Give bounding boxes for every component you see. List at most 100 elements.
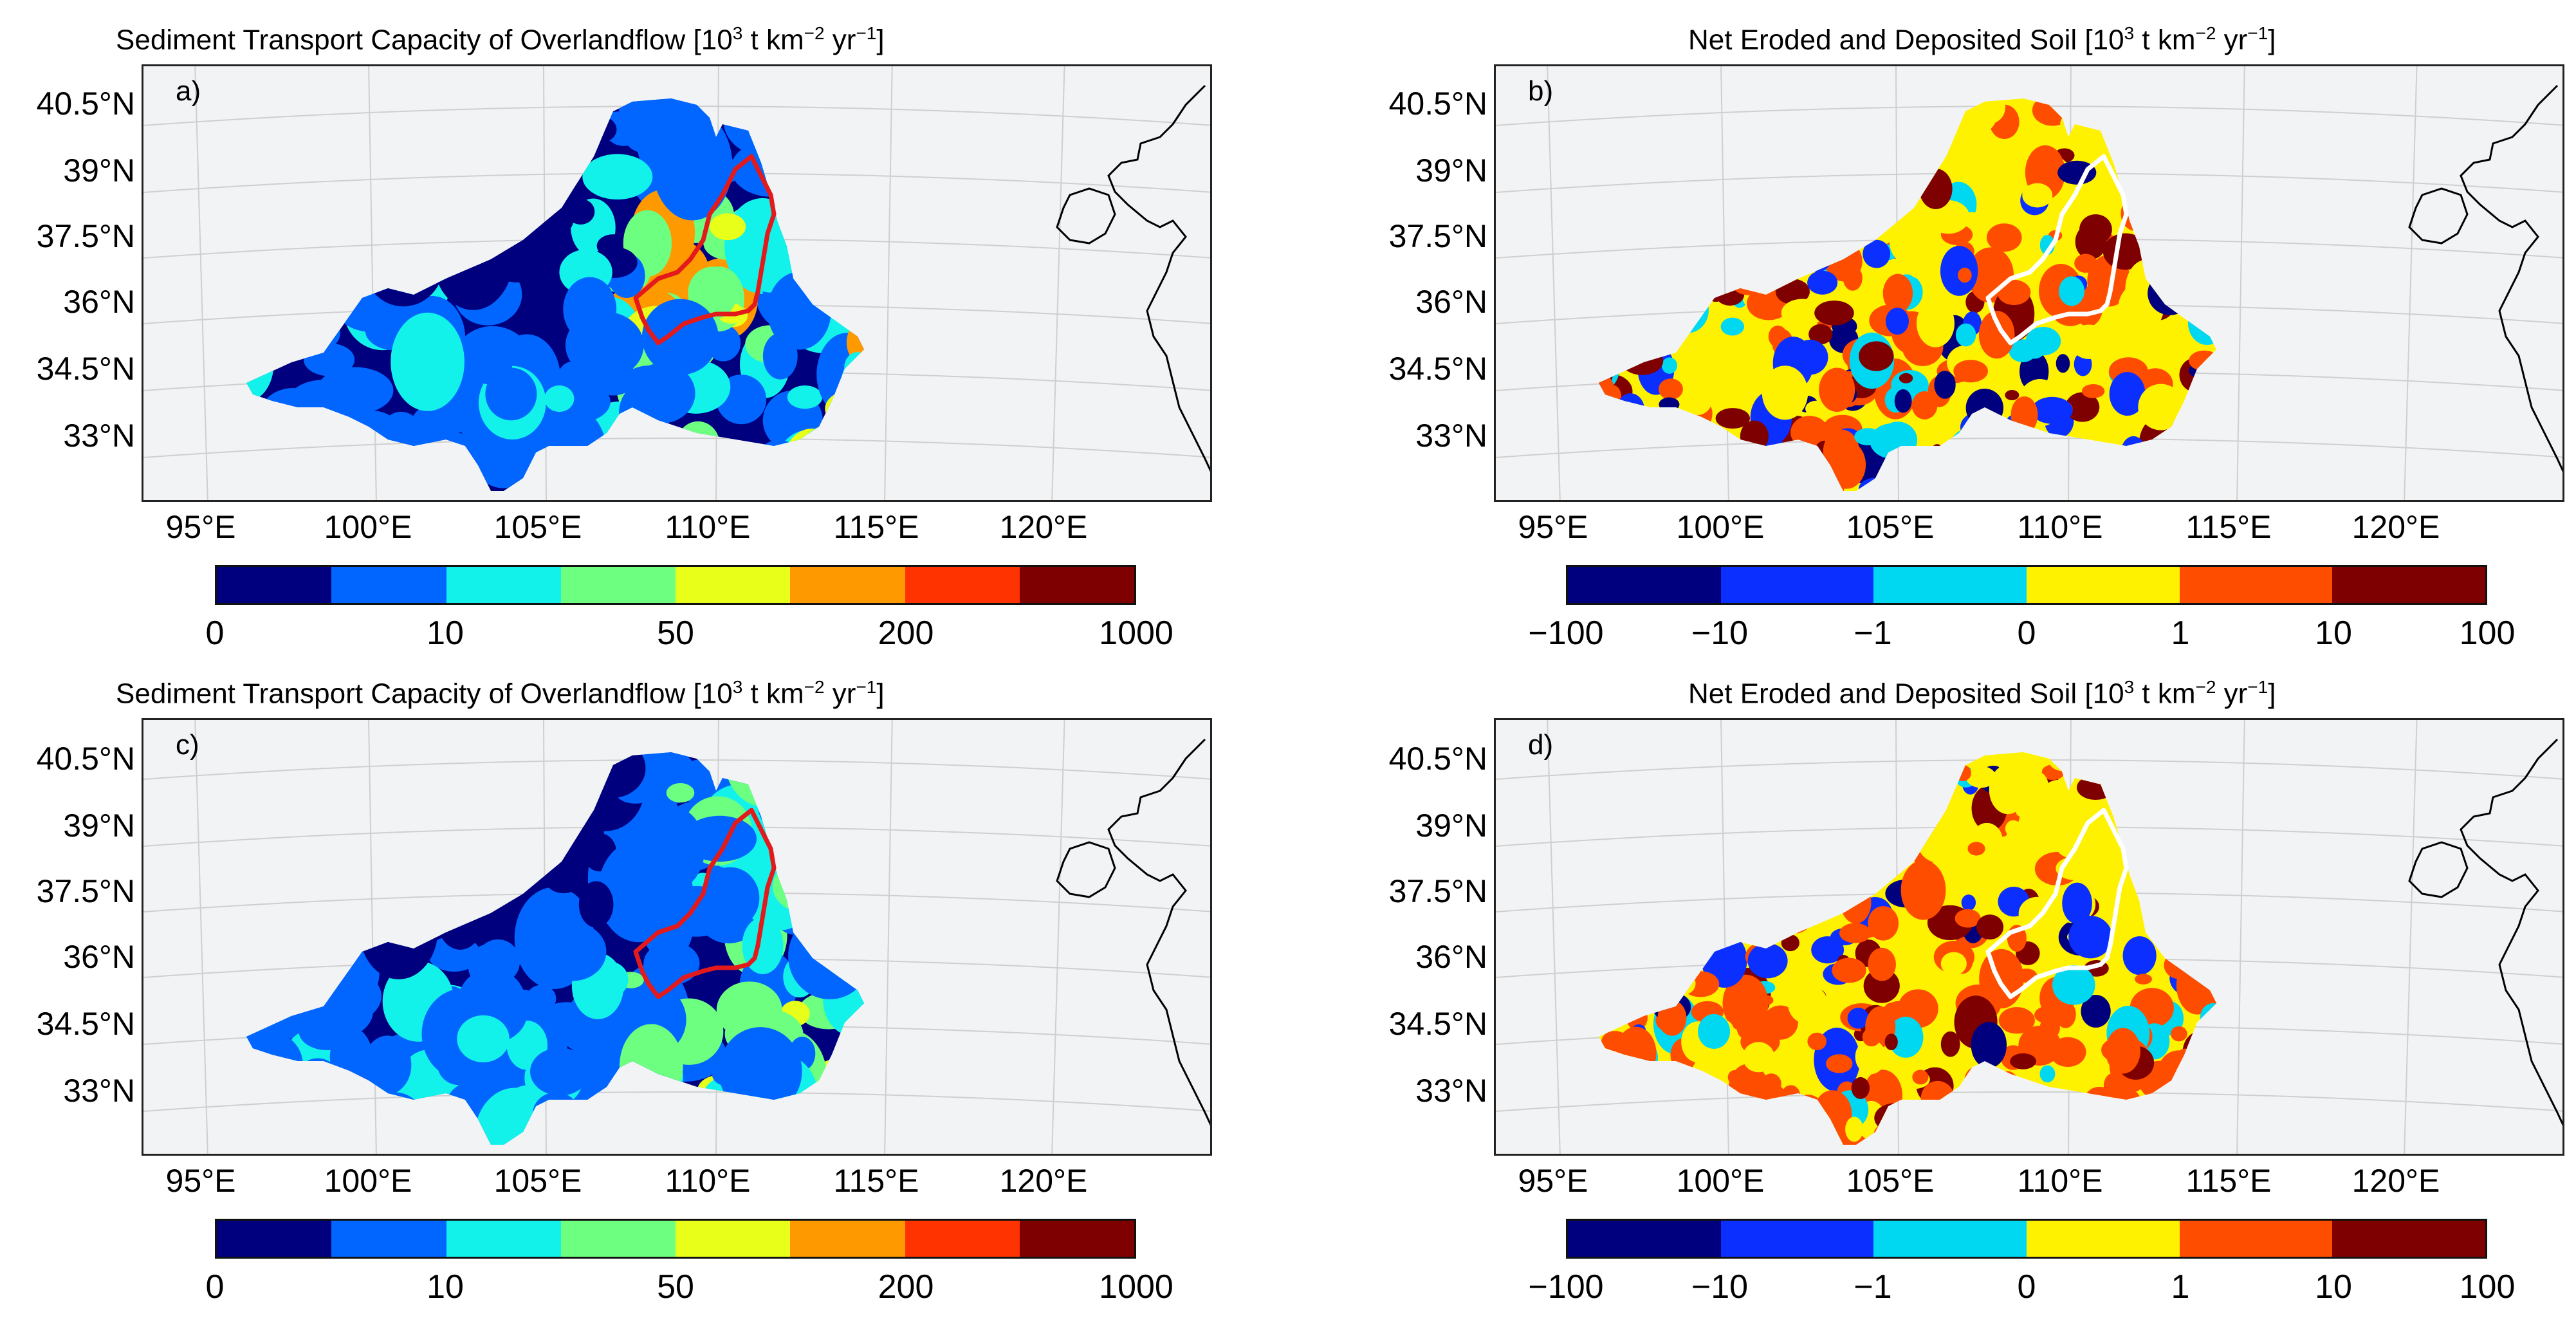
meridian-line (1051, 720, 1065, 1154)
field-blob (1659, 378, 1683, 400)
field-blob (1681, 382, 1713, 416)
map-d-svg (1496, 720, 2562, 1154)
cbar-tick: 100 (2459, 1268, 2516, 1306)
lat-label: 36°N (1415, 284, 1487, 320)
region-boundary (633, 808, 777, 999)
lat-label: 37.5°N (1388, 218, 1487, 254)
colorbar-swatch (1568, 567, 1721, 603)
field-blob (1958, 863, 1992, 887)
field-blob (2068, 916, 2113, 959)
colorbar-swatch (217, 1221, 332, 1257)
field-blob (1987, 223, 2022, 252)
field-blob (1885, 308, 1909, 335)
field-blob (1868, 947, 1896, 981)
cbar-tick: 200 (878, 1268, 934, 1306)
lat-label: 33°N (1415, 1073, 1487, 1109)
panel-b-letter: b) (1528, 75, 1554, 107)
meridian-line (1547, 720, 1561, 1154)
lat-label: 33°N (63, 1073, 135, 1109)
field-blob (317, 367, 394, 414)
field-blob (2056, 130, 2076, 145)
field-blob (1940, 952, 1967, 976)
colorbar-swatch (905, 567, 1020, 603)
field-blob (1963, 134, 1978, 156)
field-blob (2059, 276, 2085, 306)
field-blob (1851, 1077, 1870, 1099)
map-b[interactable]: b) (1494, 64, 2564, 502)
lon-label: 115°E (2185, 1163, 2272, 1199)
lat-label: 37.5°N (1388, 873, 1487, 909)
field-blob (1971, 1022, 2007, 1068)
field-blob (363, 1035, 412, 1095)
cbar-tick: −100 (1528, 1268, 1604, 1306)
lat-label: 33°N (63, 418, 135, 454)
field-blob (1890, 221, 1930, 264)
cbar-tick: 10 (427, 615, 464, 652)
field-blob (746, 228, 793, 293)
field-blob (2039, 1065, 2056, 1083)
lon-label: 115°E (833, 1163, 919, 1199)
field-blob (1727, 1069, 1742, 1085)
field-blob (582, 154, 653, 200)
field-blob (1823, 429, 1860, 474)
field-blob (1845, 1116, 1864, 1142)
field-blob (1863, 239, 1891, 268)
meridian-line (1547, 66, 1561, 500)
parallel-line (143, 438, 1210, 458)
colorbar-swatch (1873, 1221, 2027, 1257)
field-blob (643, 941, 700, 985)
lat-label: 37.5°N (36, 218, 135, 254)
field-blob (2010, 1053, 2036, 1069)
panel-d-title: Net Eroded and Deposited Soil [103 t km−… (1688, 677, 2276, 710)
field-blob (1742, 1042, 1775, 1073)
field-blob (2105, 1028, 2140, 1074)
colorbar-swatch (446, 1221, 561, 1257)
cbar-tick: 1 (2171, 615, 2190, 652)
colorbar-swatch (331, 567, 446, 603)
meridian-line (2236, 66, 2245, 500)
field-blob (1888, 1017, 1924, 1058)
lat-label: 33°N (1415, 418, 1487, 454)
field-blob (1661, 357, 1678, 374)
map-b-svg (1496, 66, 2562, 500)
field-blob (1894, 389, 1912, 413)
panel-b-title: Net Eroded and Deposited Soil [103 t km−… (1688, 23, 2276, 56)
map-d[interactable]: d) (1494, 718, 2564, 1156)
field-blob (1900, 860, 1946, 920)
map-a[interactable]: a) (142, 64, 1212, 502)
field-blob (1976, 914, 2004, 940)
field-blob (578, 881, 614, 928)
colorbar-swatch (217, 567, 332, 603)
field-blob (1819, 367, 1855, 412)
shandong-coast (2408, 841, 2469, 898)
field-blob (1736, 1016, 1772, 1042)
field-blob (1855, 1039, 1886, 1075)
field-blob (2081, 994, 2111, 1028)
cbar-tick: 100 (2459, 615, 2516, 652)
field-blob (1807, 270, 1838, 295)
colorbar-swatch (2027, 567, 2180, 603)
colorbar-swatch (905, 1221, 1020, 1257)
field-blob (1859, 341, 1894, 371)
map-c[interactable]: c) (142, 718, 1212, 1156)
cbar-tick: 0 (2017, 1268, 2036, 1306)
field-blob (1762, 365, 1808, 420)
lon-label: 95°E (165, 509, 236, 545)
lat-label: 39°N (63, 153, 135, 189)
field-blob (2023, 341, 2045, 359)
field-blob (1762, 1005, 1798, 1040)
field-blob (1917, 299, 1955, 347)
meridian-line (884, 66, 893, 500)
field-blob (529, 1048, 590, 1096)
field-blob (1805, 400, 1827, 417)
field-blob (1843, 265, 1863, 291)
coastline (2460, 84, 2562, 472)
colorbar-swatch (2179, 1221, 2333, 1257)
colorbar-swatch (1720, 567, 1874, 603)
field-blob (566, 198, 595, 225)
field-blob (1811, 936, 1845, 964)
field-blob (1978, 311, 2015, 359)
field-blob (1870, 1075, 1886, 1092)
field-blob (539, 922, 607, 981)
colorbar-swatch (1568, 1221, 1721, 1257)
